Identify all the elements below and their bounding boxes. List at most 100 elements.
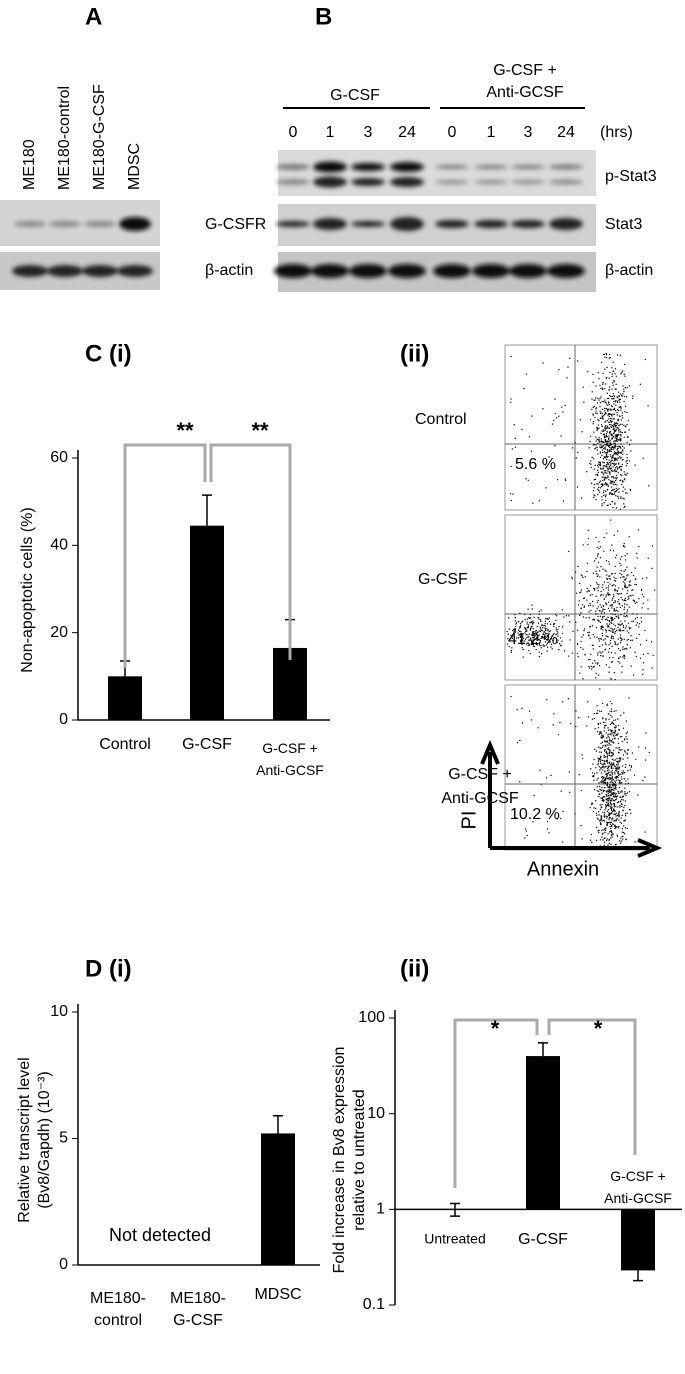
flow-dot <box>606 458 608 461</box>
flow-dot <box>600 447 602 449</box>
flow-dot <box>618 728 620 731</box>
flow-dot <box>626 615 628 617</box>
flow-dot <box>603 750 606 752</box>
flow-dot <box>556 630 558 633</box>
significance-bracket <box>123 443 207 668</box>
flow-dot <box>611 395 613 398</box>
flow-dot <box>613 397 615 400</box>
flow-dot <box>609 800 612 802</box>
flow-dot <box>610 426 613 429</box>
flow-dot <box>630 635 632 637</box>
flow-dot <box>610 730 612 732</box>
flow-dot <box>604 456 606 458</box>
flow-dot <box>607 765 609 767</box>
flow-dot <box>598 795 600 797</box>
flow-dot <box>601 737 603 739</box>
flow-dot <box>607 455 609 458</box>
flow-dot <box>605 596 607 598</box>
flow-dot <box>597 493 599 495</box>
flow-dot <box>624 584 626 586</box>
flow-dot <box>614 652 616 654</box>
flow-dot <box>601 829 603 832</box>
flow-dot <box>599 758 601 760</box>
flow-dot <box>620 497 622 499</box>
flow-dot <box>510 355 512 358</box>
flow-dot <box>595 570 597 572</box>
flow-dot <box>627 596 629 598</box>
flow-dot <box>606 799 608 801</box>
flow-dot <box>623 576 625 578</box>
flow-dot <box>534 634 536 637</box>
flow-dot <box>607 442 609 444</box>
flow-dot <box>609 442 611 444</box>
flow-dot <box>616 644 618 646</box>
flow-dot <box>610 464 612 467</box>
flow-dot <box>614 459 616 461</box>
flow-dot <box>595 408 597 410</box>
flow-dot <box>611 630 613 632</box>
flow-dot <box>622 835 624 837</box>
flow-dot <box>577 604 580 606</box>
flow-dot <box>626 812 628 814</box>
flow-dot <box>615 463 617 465</box>
flow-dot <box>616 434 618 436</box>
flow-dot <box>613 488 615 490</box>
flow-dot <box>543 645 545 647</box>
flow-dot <box>595 750 598 752</box>
flow-dot <box>580 789 582 792</box>
flow-dot <box>520 631 522 633</box>
flow-dot <box>600 471 603 473</box>
flow-dot <box>608 666 610 668</box>
flow-dot <box>574 571 577 573</box>
flow-dot <box>614 452 617 454</box>
flow-dot <box>625 461 627 463</box>
flow-dot <box>614 731 616 733</box>
flow-dot <box>620 440 622 442</box>
flow-dot <box>611 758 613 760</box>
flow-dot <box>619 624 622 626</box>
flow-dot <box>619 446 621 448</box>
flow-dot <box>604 472 606 474</box>
flow-dot <box>610 460 612 462</box>
flow-dot <box>615 812 618 814</box>
flow-dot <box>591 644 593 646</box>
flow-dot <box>611 418 613 420</box>
flow-dot <box>544 645 546 647</box>
flow-dot <box>597 469 599 471</box>
flow-dot <box>597 654 599 656</box>
flow-dot <box>642 673 644 675</box>
flow-dot <box>506 630 508 633</box>
flow-dot <box>624 431 626 433</box>
flow-dot <box>610 405 613 407</box>
flow-dot <box>624 800 627 802</box>
flow-dot <box>619 759 621 761</box>
flow-dot <box>596 608 598 610</box>
flow-dot <box>589 807 591 809</box>
flow-dot <box>624 656 626 658</box>
flow-dot <box>595 444 597 446</box>
flow-dot <box>622 490 624 492</box>
flow-dot <box>603 387 606 390</box>
flow-dot <box>635 624 637 626</box>
flow-dot <box>605 482 607 484</box>
flow-dot <box>609 790 611 792</box>
flow-dot <box>601 818 603 820</box>
flow-dot <box>605 412 607 414</box>
flow-dot <box>581 575 583 577</box>
flow-dot <box>607 790 609 793</box>
flow-dot <box>609 441 611 443</box>
flow-dot <box>619 780 621 782</box>
flow-dot <box>531 623 534 625</box>
band <box>509 264 547 278</box>
flow-dot <box>610 790 613 792</box>
flow-dot <box>610 414 613 416</box>
flow-dot <box>606 488 609 491</box>
flow-dot <box>608 798 610 800</box>
flow-dot <box>610 519 612 521</box>
flow-dot <box>613 723 615 725</box>
flow-dot <box>609 482 611 484</box>
flow-dot <box>617 771 620 773</box>
flow-dot <box>599 446 601 448</box>
flow-dot <box>603 470 606 472</box>
flow-dot <box>609 740 611 742</box>
